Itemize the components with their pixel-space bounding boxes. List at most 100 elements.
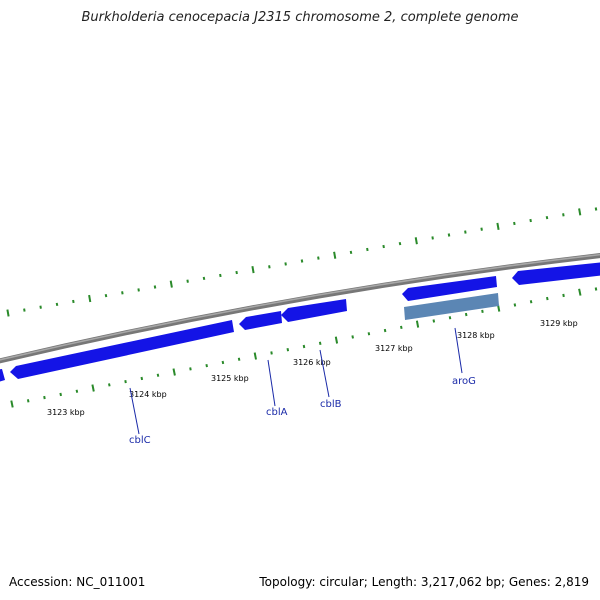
- leader-aroG: [454, 327, 463, 374]
- map-title: Burkholderia cenocepacia J2315 chromosom…: [81, 10, 519, 25]
- minor-tick: [382, 244, 385, 249]
- major-tick: [578, 208, 582, 216]
- genome-backbone-highlight: [0, 253, 600, 361]
- minor-tick: [124, 380, 127, 384]
- minor-tick: [300, 259, 304, 263]
- gene-arrow-cblA[interactable]: [239, 311, 282, 330]
- minor-tick: [39, 305, 42, 309]
- major-tick: [172, 368, 176, 376]
- minor-tick: [546, 296, 549, 301]
- minor-tick: [302, 344, 306, 349]
- minor-tick: [448, 316, 452, 320]
- major-tick: [496, 222, 500, 230]
- minor-tick: [349, 250, 353, 255]
- minor-tick: [72, 299, 75, 304]
- ruler-label: 3124 kbp: [129, 390, 167, 399]
- minor-tick: [26, 399, 30, 403]
- minor-tick: [367, 332, 371, 336]
- minor-tick: [23, 308, 26, 312]
- minor-tick: [75, 389, 79, 393]
- minor-tick: [513, 303, 517, 307]
- minor-tick: [237, 357, 241, 361]
- minor-tick: [594, 287, 598, 291]
- minor-tick: [513, 221, 516, 226]
- gene-features: [0, 262, 600, 383]
- minor-tick: [594, 207, 598, 211]
- major-tick: [253, 352, 257, 360]
- minor-tick: [398, 241, 402, 246]
- ruler-label: 3129 kbp: [540, 319, 578, 328]
- upper-tick-track: [6, 207, 598, 317]
- major-tick: [333, 251, 337, 259]
- minor-tick: [318, 341, 322, 345]
- minor-tick: [432, 319, 436, 323]
- gene-arrow-left-edge[interactable]: [0, 369, 5, 383]
- ruler-label: 3128 kbp: [457, 331, 495, 340]
- leader-cblA: [267, 359, 276, 407]
- ruler-labels: 3123 kbp 3124 kbp 3125 kbp 3126 kbp 3127…: [47, 319, 578, 417]
- gene-labels: cblC cblA cblB aroG: [129, 376, 476, 446]
- minor-tick: [284, 262, 287, 266]
- minor-tick: [562, 213, 565, 217]
- ruler-label: 3123 kbp: [47, 408, 85, 417]
- major-tick: [91, 384, 95, 392]
- minor-tick: [286, 348, 290, 352]
- minor-tick: [480, 227, 483, 231]
- gene-label-aroG[interactable]: aroG: [452, 376, 476, 387]
- minor-tick: [137, 288, 140, 292]
- minor-tick: [529, 300, 533, 304]
- gene-arrow-cblC[interactable]: [10, 320, 234, 379]
- minor-tick: [383, 328, 387, 333]
- gene-label-cblC[interactable]: cblC: [129, 435, 151, 446]
- minor-tick: [59, 392, 62, 397]
- minor-tick: [235, 270, 238, 275]
- gene-label-cblA[interactable]: cblA: [266, 407, 288, 418]
- minor-tick: [140, 376, 144, 381]
- minor-tick: [464, 312, 468, 317]
- minor-tick: [270, 351, 273, 355]
- minor-tick: [221, 360, 225, 365]
- genome-stats-text: Topology: circular; Length: 3,217,062 bp…: [259, 575, 589, 589]
- minor-tick: [351, 335, 354, 339]
- major-tick: [169, 280, 173, 288]
- minor-tick: [545, 215, 549, 220]
- minor-tick: [55, 302, 59, 307]
- leader-cblC: [129, 387, 140, 435]
- minor-tick: [153, 285, 157, 289]
- minor-tick: [366, 247, 369, 252]
- minor-tick: [400, 325, 403, 330]
- gene-label-leaders: [129, 327, 463, 435]
- major-tick: [251, 266, 255, 274]
- ruler-label: 3125 kbp: [211, 374, 249, 383]
- ruler-label: 3126 kbp: [293, 358, 331, 367]
- minor-tick: [317, 256, 320, 260]
- minor-tick: [121, 291, 124, 295]
- minor-tick: [447, 233, 451, 237]
- major-tick: [414, 237, 418, 245]
- minor-tick: [189, 367, 192, 371]
- minor-tick: [156, 373, 160, 377]
- gene-arrow-aroG-upper[interactable]: [402, 276, 497, 301]
- lower-tick-track: [10, 287, 598, 408]
- minor-tick: [481, 309, 484, 313]
- ruler-label: 3127 kbp: [375, 344, 413, 353]
- minor-tick: [205, 363, 208, 368]
- gene-arrow-cblB[interactable]: [281, 299, 347, 322]
- gene-highlight-aroG[interactable]: [404, 293, 499, 320]
- minor-tick: [562, 293, 565, 298]
- major-tick: [578, 288, 582, 296]
- major-tick: [334, 336, 339, 344]
- genome-backbone: [0, 253, 600, 364]
- major-tick: [88, 294, 92, 303]
- gene-arrow-right[interactable]: [512, 262, 600, 285]
- minor-tick: [43, 395, 46, 400]
- minor-tick: [268, 265, 271, 269]
- leader-cblB: [319, 349, 330, 398]
- minor-tick: [108, 383, 111, 387]
- minor-tick: [431, 236, 434, 240]
- major-tick: [10, 400, 14, 408]
- gene-label-cblB[interactable]: cblB: [320, 399, 342, 410]
- accession-text: Accession: NC_011001: [9, 575, 146, 589]
